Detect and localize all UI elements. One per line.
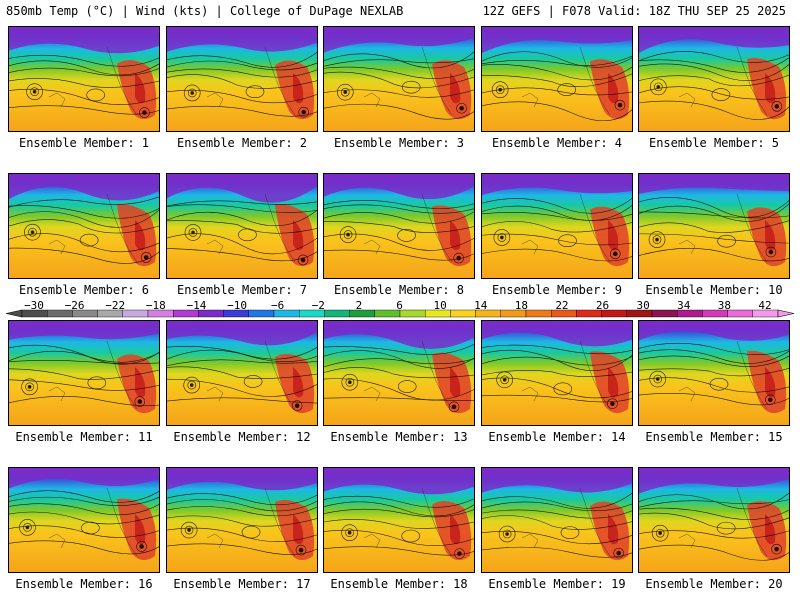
colorbar-tick-label: −10: [227, 299, 247, 312]
ensemble-member-caption: Ensemble Member: 13: [330, 430, 468, 444]
colorbar-tick-label: −2: [311, 299, 325, 312]
ensemble-member-caption: Ensemble Member: 5: [648, 136, 780, 150]
ensemble-member-caption: Ensemble Member: 14: [488, 430, 626, 444]
ensemble-member-caption: Ensemble Member: 3: [333, 136, 465, 150]
colorbar-tick-label: 34: [677, 299, 691, 312]
colorbar-tick-label: 18: [514, 299, 528, 312]
colorbar-tick-label: −22: [105, 299, 126, 312]
ensemble-member-map: [481, 320, 633, 426]
colorbar-tick-label: 10: [433, 299, 447, 312]
ensemble-member-map: [638, 26, 790, 132]
header-valid-time: 12Z GEFS | F078 Valid: 18Z THU SEP 25 20…: [482, 4, 786, 18]
ensemble-member-map: [323, 173, 475, 279]
ensemble-member-map: [323, 467, 475, 573]
ensemble-member-caption: Ensemble Member: 17: [173, 577, 311, 591]
ensemble-member-caption: Ensemble Member: 20: [645, 577, 783, 591]
ensemble-member-map: [638, 320, 790, 426]
ensemble-member-caption: Ensemble Member: 15: [645, 430, 783, 444]
colorbar-tick-label: 14: [474, 299, 488, 312]
ensemble-member-caption: Ensemble Member: 10: [645, 283, 783, 297]
ensemble-member-map: [638, 467, 790, 573]
ensemble-member-map: [166, 26, 318, 132]
ensemble-member-map: [481, 467, 633, 573]
ensemble-member-map: [481, 173, 633, 279]
ensemble-member-map: [8, 320, 160, 426]
ensemble-member-map: [638, 173, 790, 279]
ensemble-member-map: [8, 26, 160, 132]
ensemble-member-map: [323, 26, 475, 132]
colorbar-tick-label: 30: [636, 299, 650, 312]
ensemble-member-map: [323, 320, 475, 426]
colorbar-tick-label: 42: [758, 299, 772, 312]
colorbar-tick-label: 38: [717, 299, 731, 312]
ensemble-member-caption: Ensemble Member: 6: [18, 283, 150, 297]
colorbar-tick-label: 6: [396, 299, 403, 312]
ensemble-member-map: [166, 320, 318, 426]
ensemble-member-caption: Ensemble Member: 1: [18, 136, 150, 150]
colorbar-tick-label: 2: [355, 299, 363, 312]
colorbar-tick-label: −14: [186, 299, 207, 312]
ensemble-member-caption: Ensemble Member: 11: [15, 430, 153, 444]
ensemble-member-map: [166, 173, 318, 279]
ensemble-member-caption: Ensemble Member: 2: [176, 136, 308, 150]
ensemble-member-caption: Ensemble Member: 19: [488, 577, 626, 591]
ensemble-member-caption: Ensemble Member: 7: [176, 283, 308, 297]
colorbar-tick-label: −26: [64, 299, 85, 312]
ensemble-member-map: [481, 26, 633, 132]
colorbar-tick-label: 26: [595, 299, 610, 312]
ensemble-member-caption: Ensemble Member: 12: [173, 430, 311, 444]
ensemble-member-caption: Ensemble Member: 8: [333, 283, 465, 297]
colorbar-tick-label: −30: [24, 299, 44, 312]
ensemble-member-map: [8, 467, 160, 573]
colorbar-tick-label: −6: [271, 299, 285, 312]
colorbar-tick-label: 22: [555, 299, 569, 312]
ensemble-member-map: [166, 467, 318, 573]
colorbar-tick-label: −18: [145, 299, 166, 312]
ensemble-member-caption: Ensemble Member: 4: [491, 136, 623, 150]
ensemble-member-caption: Ensemble Member: 18: [330, 577, 468, 591]
ensemble-member-map: [8, 173, 160, 279]
ensemble-member-caption: Ensemble Member: 16: [15, 577, 153, 591]
ensemble-member-caption: Ensemble Member: 9: [491, 283, 623, 297]
header-title: 850mb Temp (°C) | Wind (kts) | College o…: [6, 4, 404, 18]
temperature-colorbar: [5, 309, 795, 318]
